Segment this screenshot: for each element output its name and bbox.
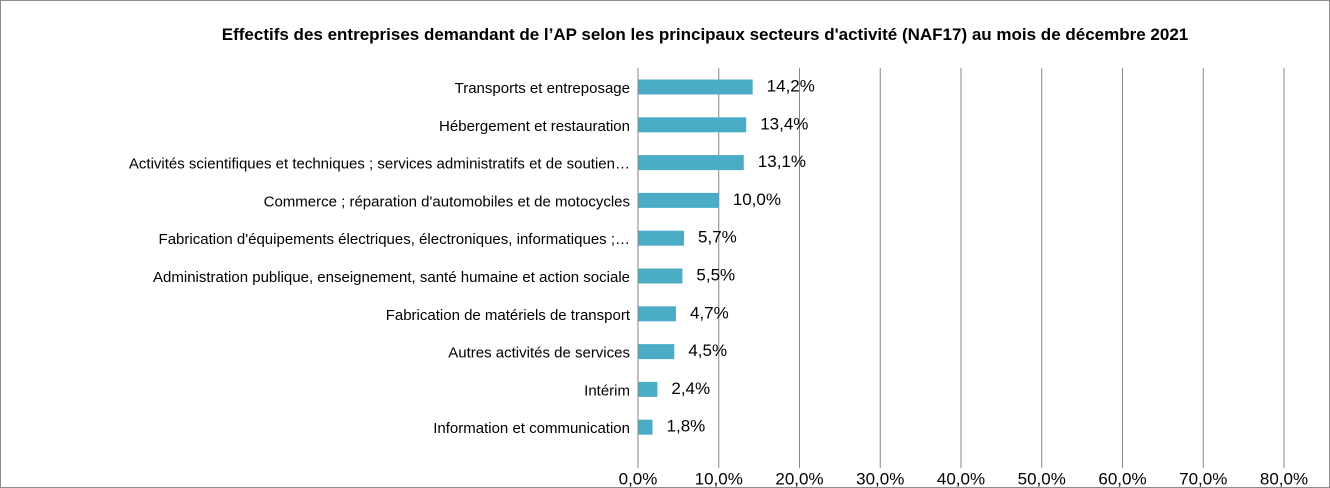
bar	[638, 230, 685, 246]
bar	[638, 155, 744, 171]
x-tick-label: 80,0%	[1260, 469, 1308, 488]
y-tick-label: Commerce ; réparation d'automobiles et d…	[264, 193, 630, 210]
data-label: 4,7%	[690, 303, 729, 322]
data-label: 10,0%	[733, 190, 781, 209]
bar	[638, 344, 675, 360]
data-label: 13,4%	[760, 114, 808, 133]
data-label: 13,1%	[758, 152, 806, 171]
x-tick-label: 10,0%	[695, 469, 743, 488]
bar	[638, 192, 719, 208]
y-tick-label: Fabrication de matériels de transport	[386, 307, 631, 324]
x-tick-label: 60,0%	[1098, 469, 1146, 488]
y-tick-label: Transports et entreposage	[455, 80, 630, 97]
data-label: 5,5%	[696, 265, 735, 284]
bar	[638, 117, 747, 133]
x-tick-label: 0,0%	[619, 469, 658, 488]
bar	[638, 268, 683, 284]
y-tick-label: Information et communication	[433, 420, 630, 437]
y-tick-label: Hébergement et restauration	[439, 118, 630, 135]
y-tick-label: Intérim	[584, 382, 630, 399]
data-label: 4,5%	[688, 341, 727, 360]
data-label: 2,4%	[671, 379, 710, 398]
y-tick-label: Fabrication d'équipements électriques, é…	[159, 231, 630, 248]
bar	[638, 306, 676, 322]
x-tick-label: 70,0%	[1179, 469, 1227, 488]
bar	[638, 381, 658, 397]
x-tick-label: 30,0%	[856, 469, 904, 488]
bar	[638, 79, 753, 95]
y-tick-label: Autres activités de services	[448, 345, 630, 362]
x-tick-label: 40,0%	[937, 469, 985, 488]
y-tick-label: Activités scientifiques et techniques ; …	[129, 156, 630, 173]
y-tick-label: Administration publique, enseignement, s…	[153, 269, 630, 286]
chart-title: Effectifs des entreprises demandant de l…	[221, 25, 1189, 44]
data-label: 14,2%	[767, 76, 815, 95]
bar	[638, 419, 653, 435]
data-label: 5,7%	[698, 228, 737, 247]
data-label: 1,8%	[667, 417, 706, 436]
x-tick-label: 20,0%	[775, 469, 823, 488]
x-tick-label: 50,0%	[1018, 469, 1066, 488]
